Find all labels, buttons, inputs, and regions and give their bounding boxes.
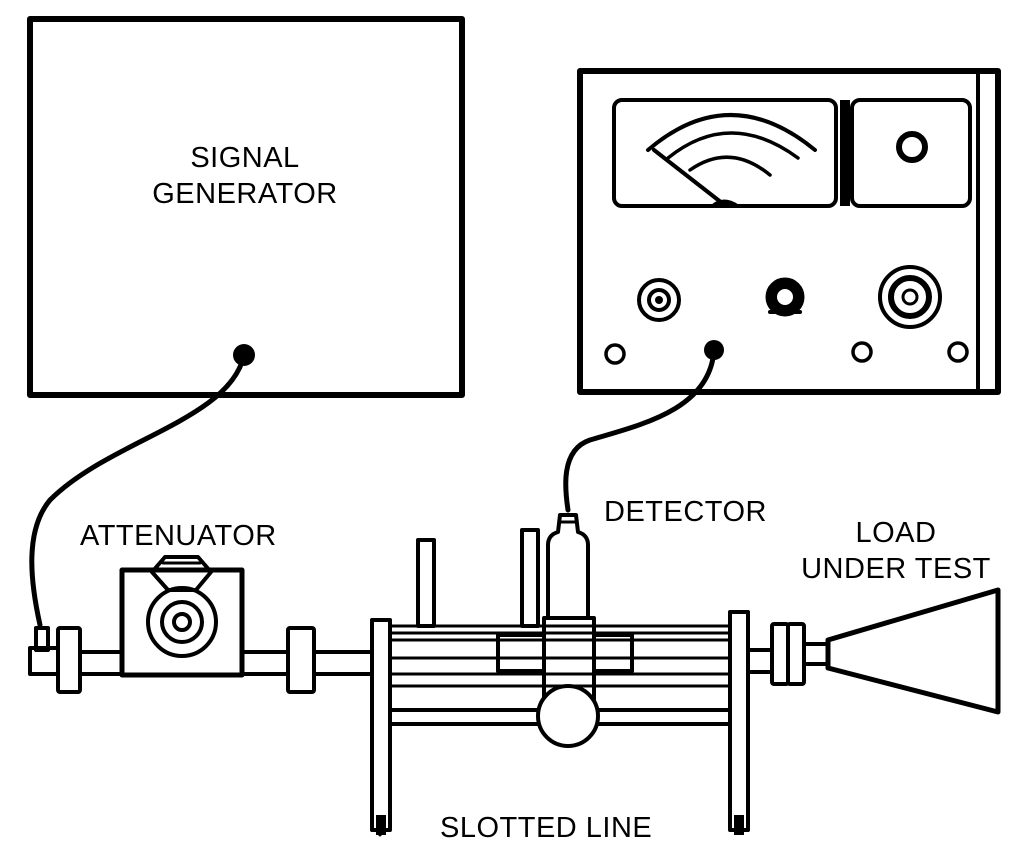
panel-hole: [604, 343, 626, 365]
indicator-lamp: [896, 131, 928, 163]
attenuator-body: [119, 567, 245, 678]
horn-load: [825, 587, 1001, 715]
load-label-line2: UNDER TEST: [801, 553, 991, 585]
panel-hole: [947, 341, 969, 363]
signal-generator-label-line1: SIGNAL: [190, 142, 300, 174]
input-connector: [878, 265, 942, 329]
meter-unit: [577, 68, 1001, 395]
attenuator-label: ATTENUATOR: [80, 520, 277, 552]
meter-side-panel: [850, 98, 972, 208]
slotted-line-assembly: [370, 513, 750, 837]
generator-cable: [29, 352, 247, 628]
attenuator-knob: [150, 555, 213, 592]
gain-knob: [765, 277, 805, 317]
signal-generator-label-line2: GENERATOR: [152, 178, 338, 210]
waveguide-line: [28, 513, 1001, 837]
load-under-test-label: LOAD UNDER TEST: [776, 515, 1016, 587]
load-label-line1: LOAD: [855, 517, 937, 549]
meter-scale-arc: [646, 113, 817, 152]
detector-cable: [563, 347, 717, 513]
range-knob: [637, 278, 681, 322]
detector-label: DETECTOR: [604, 496, 767, 528]
signal-generator-box: [27, 16, 465, 398]
detector-probe: [546, 513, 590, 620]
panel-hole: [851, 341, 873, 363]
slotted-line-label: SLOTTED LINE: [440, 812, 653, 844]
signal-generator-label: SIGNAL GENERATOR: [120, 140, 370, 212]
meter-needle: [652, 148, 724, 205]
